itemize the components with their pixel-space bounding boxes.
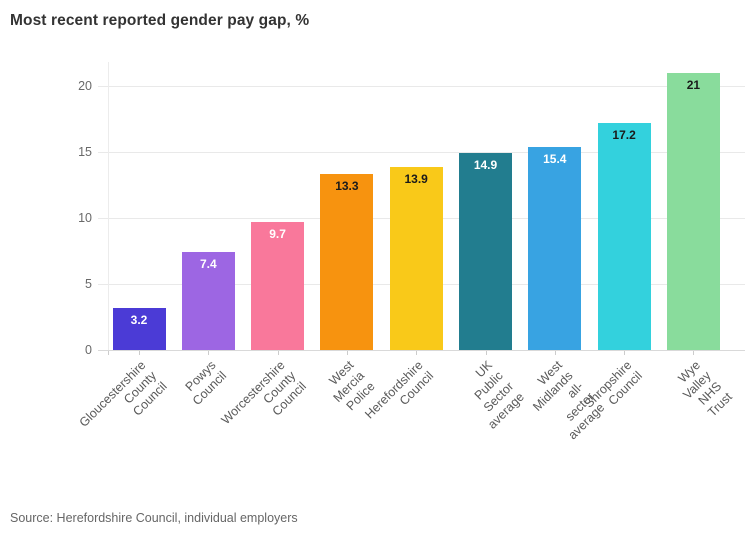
- x-tick: [277, 351, 279, 355]
- y-tick-label: 0: [85, 343, 92, 357]
- bar: 13.9: [389, 166, 443, 350]
- x-tick: [346, 351, 348, 355]
- bar-value-label: 9.7: [269, 226, 286, 241]
- x-tick: [416, 351, 418, 355]
- source-note: Source: Herefordshire Council, individua…: [10, 511, 298, 525]
- bar: 17.2: [597, 122, 651, 350]
- x-tick: [139, 351, 140, 355]
- x-category-label: UK Public Sector average: [472, 358, 528, 432]
- chart-title: Most recent reported gender pay gap, %: [10, 12, 310, 29]
- y-tick-label: 20: [78, 79, 92, 93]
- x-category-label: Worcestershire County Council: [218, 358, 309, 428]
- bar: 21: [666, 72, 720, 350]
- bar: 9.7: [251, 221, 305, 350]
- bar: 3.2: [112, 307, 166, 350]
- y-gridline: [98, 86, 745, 87]
- bar-value-label: 13.3: [335, 179, 359, 194]
- bar-value-label: 21: [686, 77, 701, 92]
- bar: 7.4: [181, 252, 235, 350]
- bar-value-label: 7.4: [199, 257, 217, 272]
- bar-value-label: 15.4: [543, 151, 567, 166]
- x-tick: [693, 351, 695, 355]
- x-tick: [485, 351, 487, 355]
- axis-tick: [108, 351, 109, 355]
- x-tick: [208, 351, 210, 355]
- bar-value-label: 13.9: [404, 171, 428, 186]
- y-axis-line: [108, 62, 109, 350]
- bar-value-label: 14.9: [473, 158, 498, 173]
- bar: 14.9: [459, 153, 512, 350]
- bar: 13.3: [320, 174, 374, 350]
- bar-value-label: 3.2: [130, 312, 148, 327]
- y-tick-label: 15: [78, 145, 92, 159]
- x-tick: [554, 351, 556, 355]
- bar-value-label: 17.2: [612, 127, 636, 142]
- y-tick-label: 5: [85, 277, 92, 291]
- bar: 15.4: [528, 146, 582, 350]
- y-gridline: [98, 152, 745, 153]
- y-tick-label: 10: [78, 211, 92, 225]
- x-category-label: Herefordshire Council: [362, 358, 437, 422]
- x-category-label: Wye Valley NHS Trust: [675, 358, 736, 420]
- y-gridline: [98, 350, 745, 351]
- x-category-label: Powys Council: [182, 358, 229, 408]
- x-tick: [624, 351, 626, 355]
- x-category-label: Gloucestershire County Council: [77, 358, 171, 430]
